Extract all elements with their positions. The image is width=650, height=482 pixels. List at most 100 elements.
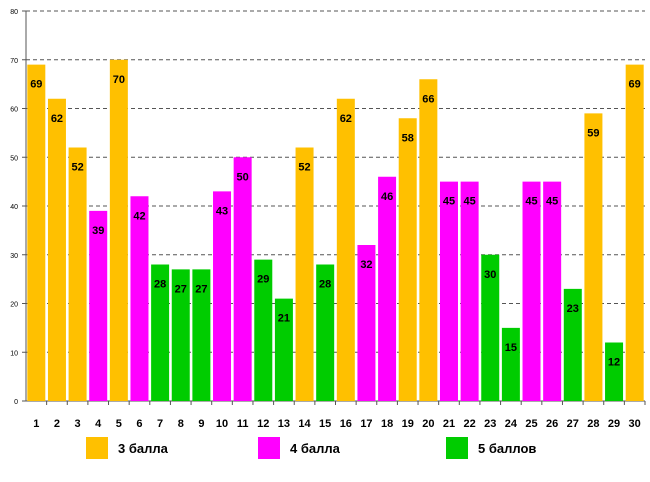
- x-tick-label-22: 22: [463, 418, 475, 430]
- x-tick-label-13: 13: [278, 418, 290, 430]
- x-tick-label-15: 15: [319, 418, 331, 430]
- bar-4: [89, 210, 108, 401]
- value-label-3: 52: [71, 162, 83, 174]
- x-tick-label-30: 30: [629, 418, 641, 430]
- legend-item-4-balla: 4 балла: [258, 436, 340, 460]
- value-label-15: 28: [319, 279, 331, 291]
- bar-10: [213, 191, 232, 401]
- value-label-10: 43: [216, 205, 228, 217]
- legend-item-5-ballov: 5 баллов: [446, 436, 536, 460]
- y-tick-label-60: 60: [10, 107, 18, 114]
- x-tick-label-23: 23: [484, 418, 496, 430]
- value-label-14: 52: [298, 162, 310, 174]
- legend-label-4-balla: 4 балла: [290, 440, 340, 456]
- legend: 3 балла 4 балла 5 баллов: [0, 436, 650, 466]
- bar-26: [543, 181, 562, 401]
- bar-7: [151, 264, 170, 401]
- x-tick-label-12: 12: [257, 418, 269, 430]
- x-tick-label-19: 19: [402, 418, 414, 430]
- bar-1: [27, 64, 46, 401]
- bar-8: [171, 269, 190, 401]
- x-tick-label-24: 24: [505, 418, 518, 430]
- bar-6: [130, 196, 149, 401]
- y-tick-label-10: 10: [10, 350, 18, 357]
- bar-13: [274, 298, 293, 401]
- bar-18: [378, 176, 397, 401]
- value-label-20: 66: [422, 93, 434, 105]
- bar-22: [460, 181, 479, 401]
- x-tick-label-16: 16: [340, 418, 352, 430]
- legend-swatch-3-balla: [86, 437, 108, 459]
- bar-21: [439, 181, 458, 401]
- y-tick-label-0: 0: [14, 399, 18, 406]
- x-tick-label-21: 21: [443, 418, 455, 430]
- bar-23: [481, 254, 500, 401]
- bar-28: [584, 113, 603, 401]
- x-tick-label-17: 17: [360, 418, 372, 430]
- x-tick-label-6: 6: [136, 418, 142, 430]
- x-tick-label-18: 18: [381, 418, 393, 430]
- value-label-28: 59: [587, 127, 599, 139]
- value-label-6: 42: [133, 210, 145, 222]
- value-label-9: 27: [195, 283, 207, 295]
- x-tick-label-2: 2: [54, 418, 60, 430]
- x-tick-label-29: 29: [608, 418, 620, 430]
- legend-label-3-balla: 3 балла: [118, 440, 168, 456]
- value-label-23: 30: [484, 269, 496, 281]
- x-tick-label-28: 28: [587, 418, 599, 430]
- bar-2: [47, 98, 66, 401]
- value-label-22: 45: [463, 196, 475, 208]
- legend-label-5-ballov: 5 баллов: [478, 440, 537, 456]
- y-tick-label-70: 70: [10, 58, 18, 65]
- value-label-19: 58: [402, 132, 414, 144]
- x-tick-label-25: 25: [525, 418, 537, 430]
- bar-14: [295, 147, 314, 401]
- value-label-4: 39: [92, 225, 104, 237]
- x-tick-label-7: 7: [157, 418, 163, 430]
- bar-20: [419, 79, 438, 401]
- bar-17: [357, 245, 376, 401]
- value-label-27: 23: [567, 303, 579, 315]
- value-label-1: 69: [30, 79, 42, 91]
- x-tick-label-27: 27: [567, 418, 579, 430]
- value-label-12: 29: [257, 274, 269, 286]
- legend-swatch-4-balla: [258, 437, 280, 459]
- value-label-29: 12: [608, 357, 620, 369]
- value-label-2: 62: [51, 113, 63, 125]
- bar-24: [501, 327, 520, 401]
- value-label-16: 62: [340, 113, 352, 125]
- value-label-18: 46: [381, 191, 393, 203]
- x-tick-label-8: 8: [178, 418, 184, 430]
- bar-9: [192, 269, 211, 401]
- bar-29: [605, 342, 624, 401]
- bar-3: [68, 147, 87, 401]
- value-label-5: 70: [113, 74, 125, 86]
- y-tick-label-30: 30: [10, 253, 18, 260]
- bar-19: [398, 118, 417, 401]
- value-label-21: 45: [443, 196, 455, 208]
- bar-30: [625, 64, 644, 401]
- y-tick-label-50: 50: [10, 155, 18, 162]
- x-tick-label-5: 5: [116, 418, 122, 430]
- x-tick-label-11: 11: [237, 418, 249, 430]
- value-label-13: 21: [278, 313, 290, 325]
- y-tick-label-80: 80: [10, 9, 18, 16]
- value-label-11: 50: [237, 171, 249, 183]
- x-tick-label-26: 26: [546, 418, 558, 430]
- x-tick-label-3: 3: [75, 418, 81, 430]
- bar-16: [336, 98, 355, 401]
- legend-swatch-5-ballov: [446, 437, 468, 459]
- bar-25: [522, 181, 541, 401]
- bar-5: [109, 59, 128, 401]
- y-tick-label-20: 20: [10, 302, 18, 309]
- legend-item-3-balla: 3 балла: [86, 436, 168, 460]
- value-label-26: 45: [546, 196, 558, 208]
- bar-11: [233, 157, 252, 401]
- value-label-25: 45: [525, 196, 537, 208]
- value-label-30: 69: [629, 79, 641, 91]
- x-tick-label-10: 10: [216, 418, 228, 430]
- value-label-17: 32: [360, 259, 372, 271]
- y-tick-label-40: 40: [10, 204, 18, 211]
